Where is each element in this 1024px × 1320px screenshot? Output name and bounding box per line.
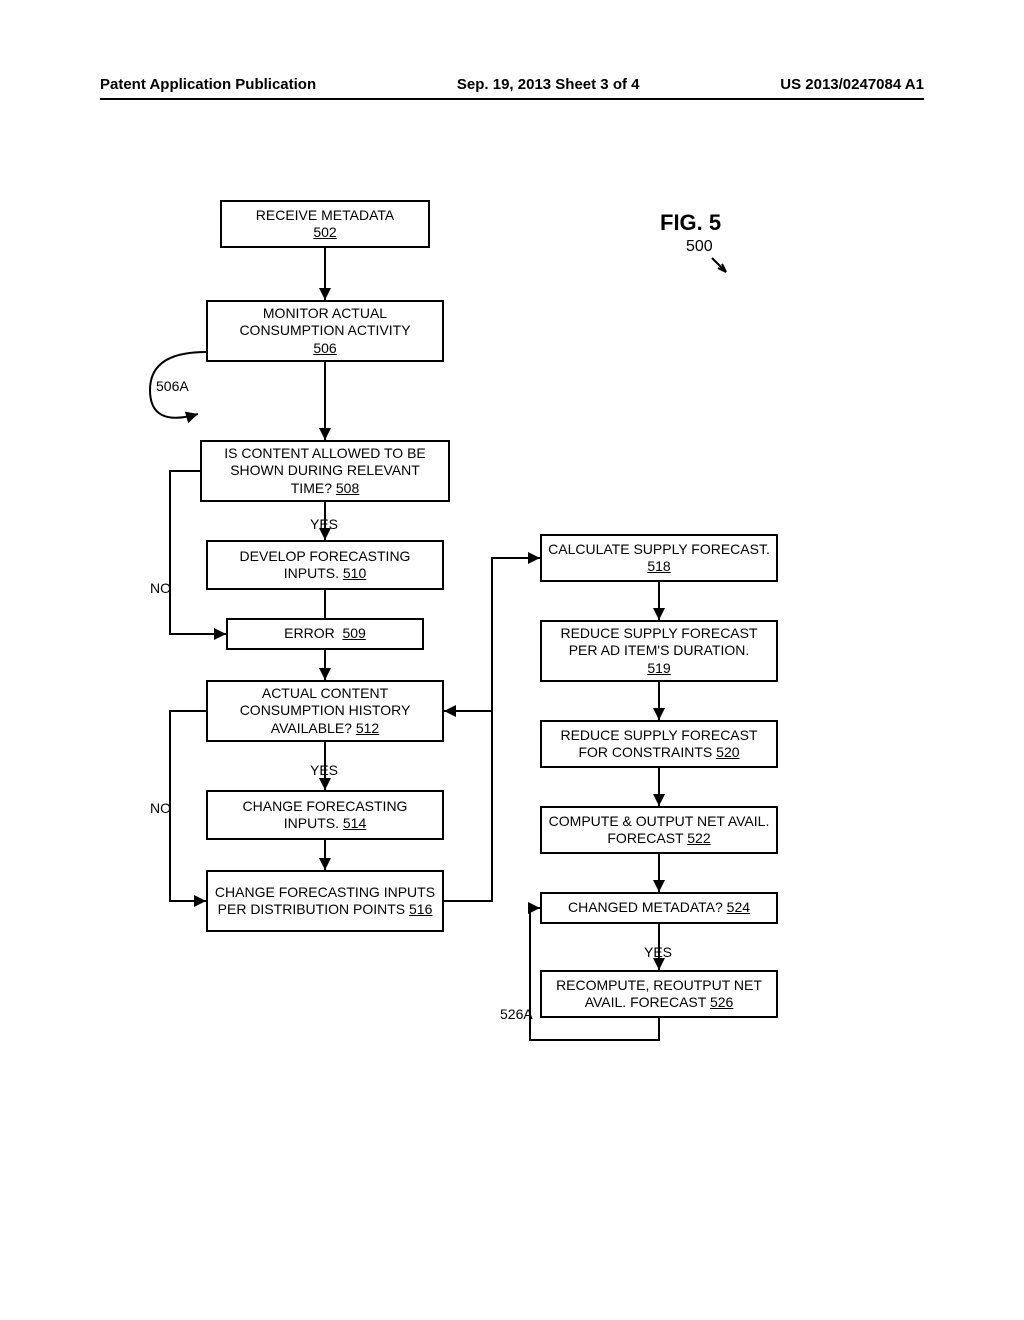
box-text: CHANGED METADATA? 524 bbox=[568, 899, 750, 917]
box-ref: 526 bbox=[710, 994, 733, 1010]
figure-tick-icon bbox=[710, 256, 732, 278]
box-ref: 509 bbox=[342, 625, 365, 641]
figure-number: 500 bbox=[686, 238, 713, 256]
box-reduce-constraints: REDUCE SUPPLY FORECAST FOR CONSTRAINTS 5… bbox=[540, 720, 778, 768]
box-history-available: ACTUAL CONTENT CONSUMPTION HISTORY AVAIL… bbox=[206, 680, 444, 742]
box-text: CHANGE FORECASTING INPUTS. 514 bbox=[214, 798, 436, 833]
page: Patent Application Publication Sep. 19, … bbox=[0, 0, 1024, 1320]
label-no-2: NO bbox=[150, 800, 171, 816]
header-center: Sep. 19, 2013 Sheet 3 of 4 bbox=[457, 76, 640, 93]
box-text: RECEIVE METADATA bbox=[256, 207, 394, 225]
box-text: MONITOR ACTUAL CONSUMPTION ACTIVITY bbox=[214, 305, 436, 340]
box-reduce-per-duration: REDUCE SUPPLY FORECAST PER AD ITEM'S DUR… bbox=[540, 620, 778, 682]
label-yes-1: YES bbox=[310, 516, 338, 532]
box-recompute: RECOMPUTE, REOUTPUT NET AVAIL. FORECAST … bbox=[540, 970, 778, 1018]
box-text: REDUCE SUPPLY FORECAST PER AD ITEM'S DUR… bbox=[548, 625, 770, 660]
box-develop-forecasting: DEVELOP FORECASTING INPUTS. 510 bbox=[206, 540, 444, 590]
box-receive-metadata: RECEIVE METADATA 502 bbox=[220, 200, 430, 248]
box-ref: 518 bbox=[647, 558, 670, 574]
box-monitor-consumption: MONITOR ACTUAL CONSUMPTION ACTIVITY 506 bbox=[206, 300, 444, 362]
box-text: REDUCE SUPPLY FORECAST FOR CONSTRAINTS 5… bbox=[548, 727, 770, 762]
box-calculate-supply: CALCULATE SUPPLY FORECAST. 518 bbox=[540, 534, 778, 582]
box-text: COMPUTE & OUTPUT NET AVAIL. FORECAST 522 bbox=[548, 813, 770, 848]
box-ref: 502 bbox=[313, 224, 336, 242]
box-ref: 514 bbox=[343, 815, 366, 831]
box-text: IS CONTENT ALLOWED TO BE SHOWN DURING RE… bbox=[208, 445, 442, 498]
box-change-forecasting-inputs: CHANGE FORECASTING INPUTS. 514 bbox=[206, 790, 444, 840]
box-ref: 506 bbox=[313, 340, 336, 358]
figure-title: FIG. 5 bbox=[660, 210, 721, 236]
box-ref: 519 bbox=[647, 660, 670, 678]
box-text: ACTUAL CONTENT CONSUMPTION HISTORY AVAIL… bbox=[214, 685, 436, 738]
label-no-1: NO bbox=[150, 580, 171, 596]
box-change-per-distribution: CHANGE FORECASTING INPUTS PER DISTRIBUTI… bbox=[206, 870, 444, 932]
label-yes-2: YES bbox=[310, 762, 338, 778]
label-506a: 506A bbox=[156, 378, 189, 394]
box-text: RECOMPUTE, REOUTPUT NET AVAIL. FORECAST … bbox=[548, 977, 770, 1012]
box-text: ERROR 509 bbox=[284, 625, 366, 643]
box-ref: 524 bbox=[727, 899, 750, 915]
header-right: US 2013/0247084 A1 bbox=[780, 76, 924, 93]
box-ref: 508 bbox=[336, 480, 359, 496]
header-rule bbox=[100, 98, 924, 100]
box-text: CALCULATE SUPPLY FORECAST. 518 bbox=[548, 541, 770, 576]
header-left: Patent Application Publication bbox=[100, 76, 316, 93]
box-error: ERROR 509 bbox=[226, 618, 424, 650]
box-text: DEVELOP FORECASTING INPUTS. 510 bbox=[214, 548, 436, 583]
box-compute-output: COMPUTE & OUTPUT NET AVAIL. FORECAST 522 bbox=[540, 806, 778, 854]
box-changed-metadata: CHANGED METADATA? 524 bbox=[540, 892, 778, 924]
box-text: CHANGE FORECASTING INPUTS PER DISTRIBUTI… bbox=[214, 884, 436, 919]
patent-header: Patent Application Publication Sep. 19, … bbox=[100, 76, 924, 93]
box-ref: 520 bbox=[716, 744, 739, 760]
box-ref: 512 bbox=[356, 720, 379, 736]
box-ref: 516 bbox=[409, 901, 432, 917]
box-ref: 510 bbox=[343, 565, 366, 581]
label-yes-3: YES bbox=[644, 944, 672, 960]
box-ref: 522 bbox=[687, 830, 710, 846]
label-526a: 526A bbox=[500, 1006, 533, 1022]
flowchart-connectors bbox=[0, 0, 1024, 1320]
box-content-allowed: IS CONTENT ALLOWED TO BE SHOWN DURING RE… bbox=[200, 440, 450, 502]
